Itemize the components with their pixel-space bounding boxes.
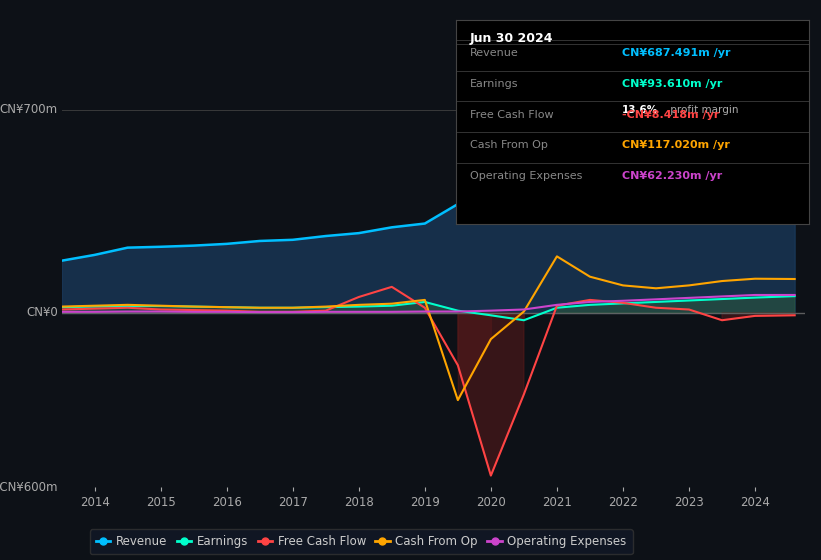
Text: Earnings: Earnings [470,79,518,89]
Text: CN¥700m: CN¥700m [0,103,57,116]
Text: -CN¥600m: -CN¥600m [0,480,57,494]
Text: -CN¥8.418m /yr: -CN¥8.418m /yr [621,110,719,119]
Text: CN¥687.491m /yr: CN¥687.491m /yr [621,48,730,58]
Legend: Revenue, Earnings, Free Cash Flow, Cash From Op, Operating Expenses: Revenue, Earnings, Free Cash Flow, Cash … [89,529,633,554]
Text: CN¥0: CN¥0 [26,306,57,319]
Text: Revenue: Revenue [470,48,519,58]
Text: 13.6%: 13.6% [621,105,658,115]
Text: Operating Expenses: Operating Expenses [470,171,582,181]
Text: CN¥117.020m /yr: CN¥117.020m /yr [621,140,729,150]
Text: Jun 30 2024: Jun 30 2024 [470,32,553,45]
Text: CN¥62.230m /yr: CN¥62.230m /yr [621,171,722,181]
Text: profit margin: profit margin [667,105,739,115]
Text: Cash From Op: Cash From Op [470,140,548,150]
Text: Free Cash Flow: Free Cash Flow [470,110,553,119]
Text: CN¥93.610m /yr: CN¥93.610m /yr [621,79,722,89]
